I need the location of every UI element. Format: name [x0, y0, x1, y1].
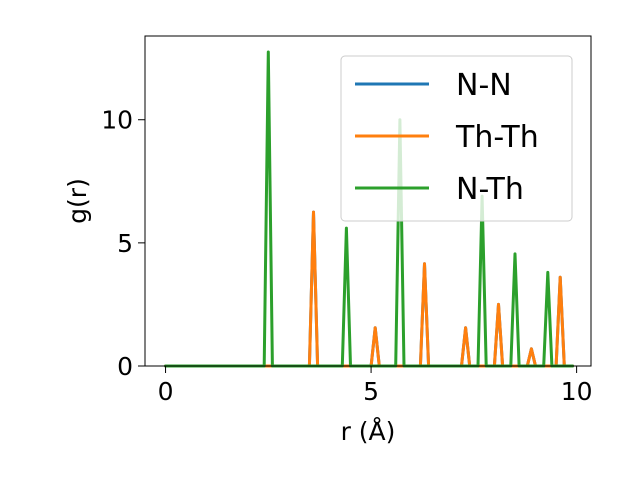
legend: N-N Th-Th N-Th [340, 55, 573, 222]
y-tick-label: 10 [101, 106, 133, 135]
x-tick-label: 10 [561, 377, 593, 406]
axes [144, 35, 592, 367]
x-tick-label: 5 [363, 377, 379, 406]
legend-box [340, 55, 573, 222]
legend-label-th-th: Th-Th [455, 120, 539, 155]
x-axis-label: r (Å) [341, 417, 396, 446]
ticks: 0 5 10 0 5 10 [101, 106, 592, 406]
y-tick-label: 5 [117, 229, 133, 258]
legend-label-n-th: N-Th [456, 172, 524, 207]
legend-label-n-n: N-N [456, 68, 512, 103]
x-tick-label: 0 [158, 377, 174, 406]
y-tick-label: 0 [117, 352, 133, 381]
plot-frame [144, 35, 592, 367]
y-axis-label: g(r) [63, 178, 92, 224]
